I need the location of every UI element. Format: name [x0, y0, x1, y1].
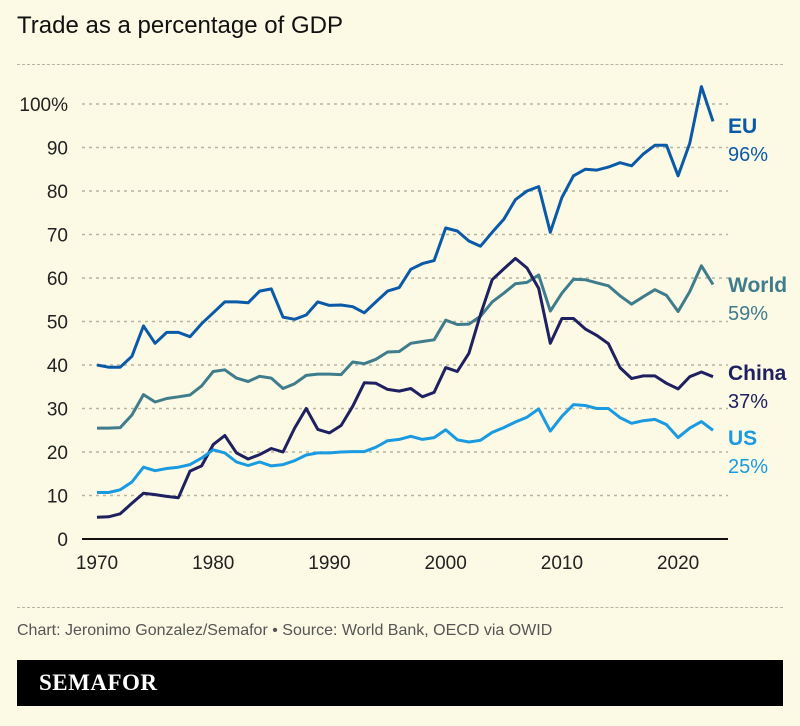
x-tick-label: 1970: [76, 553, 118, 574]
top-divider: [17, 64, 783, 65]
y-tick-label: 70: [47, 226, 68, 247]
series-line-world: [97, 264, 715, 430]
x-tick-label: 2010: [541, 553, 583, 574]
y-tick-label: 10: [47, 487, 68, 508]
source-note: Chart: Jeronimo Gonzalez/Semafor • Sourc…: [17, 622, 553, 639]
series-label-eu: EU: [728, 115, 757, 138]
y-tick-label: 30: [47, 400, 68, 421]
y-tick-label: 90: [47, 139, 68, 160]
y-tick-label: 80: [47, 182, 68, 203]
series-value-eu: 96%: [728, 144, 768, 166]
series-value-us: 25%: [728, 456, 768, 478]
y-tick-label: 60: [47, 269, 68, 290]
x-tick-label: 2000: [425, 553, 467, 574]
y-tick-label: 100%: [19, 95, 68, 116]
series-label-china: China: [728, 362, 787, 385]
series-label-world: World: [728, 274, 787, 297]
y-tick-label: 50: [47, 313, 68, 334]
series-value-world: 59%: [728, 303, 768, 325]
series-line-eu: [96, 85, 715, 369]
x-tick-label: 2020: [657, 553, 699, 574]
y-tick-label: 20: [47, 443, 68, 464]
bottom-divider: [17, 607, 783, 608]
x-tick-label: 1980: [192, 553, 234, 574]
y-tick-label: 0: [57, 530, 68, 551]
x-tick-label: 1990: [308, 553, 350, 574]
series-line-us: [97, 403, 714, 494]
semafor-logo: SEMAFOR: [39, 670, 158, 695]
series-line-china: [96, 256, 714, 519]
chart-title: Trade as a percentage of GDP: [17, 12, 343, 39]
series-value-china: 37%: [728, 391, 768, 413]
y-tick-label: 40: [47, 356, 68, 377]
brand-bar: SEMAFOR: [17, 660, 783, 706]
line-chart: 0 10 20 30 40 50 60 70 80 90 100% 1970 1980 1990 2000 2…: [19, 85, 787, 574]
series-label-us: US: [728, 427, 757, 450]
